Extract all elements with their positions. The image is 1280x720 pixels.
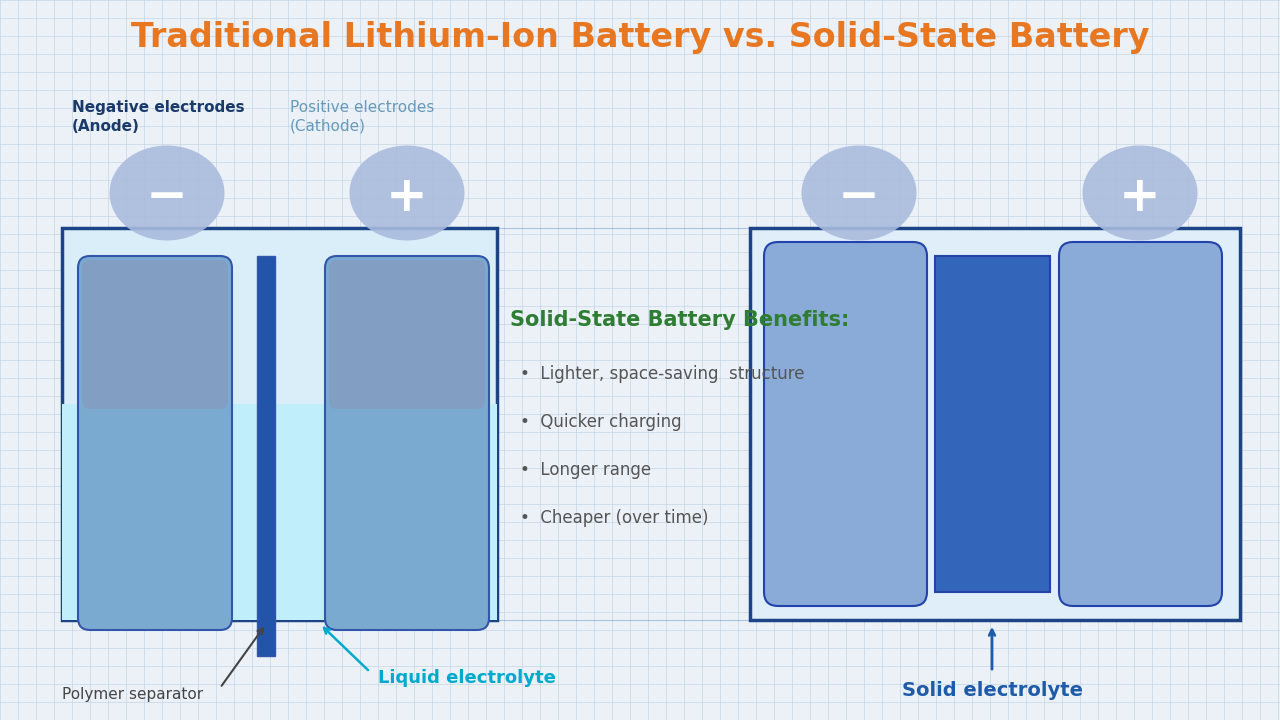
Ellipse shape xyxy=(1083,145,1198,240)
Text: +: + xyxy=(1119,173,1161,221)
FancyBboxPatch shape xyxy=(61,405,497,620)
Text: •  Longer range: • Longer range xyxy=(520,461,652,479)
FancyBboxPatch shape xyxy=(750,228,1240,620)
Text: Traditional Lithium-Ion Battery vs. Solid-State Battery: Traditional Lithium-Ion Battery vs. Soli… xyxy=(131,22,1149,55)
Text: Polymer separator: Polymer separator xyxy=(61,688,204,703)
FancyBboxPatch shape xyxy=(329,260,485,409)
Text: Negative electrodes
(Anode): Negative electrodes (Anode) xyxy=(72,100,244,134)
Text: •  Lighter, space-saving  structure: • Lighter, space-saving structure xyxy=(520,365,805,383)
Ellipse shape xyxy=(349,145,465,240)
FancyBboxPatch shape xyxy=(78,256,232,630)
FancyBboxPatch shape xyxy=(1059,242,1222,606)
Text: Solid electrolyte: Solid electrolyte xyxy=(901,680,1083,700)
Text: −: − xyxy=(838,173,879,221)
FancyBboxPatch shape xyxy=(82,260,228,409)
Text: Liquid electrolyte: Liquid electrolyte xyxy=(378,669,556,687)
FancyBboxPatch shape xyxy=(325,256,489,630)
Text: Positive electrodes
(Cathode): Positive electrodes (Cathode) xyxy=(291,100,434,134)
Text: +: + xyxy=(387,173,428,221)
Text: •  Quicker charging: • Quicker charging xyxy=(520,413,682,431)
Ellipse shape xyxy=(110,145,224,240)
Ellipse shape xyxy=(801,145,916,240)
Text: −: − xyxy=(146,173,188,221)
FancyBboxPatch shape xyxy=(257,256,275,656)
Text: Solid-State Battery Benefits:: Solid-State Battery Benefits: xyxy=(509,310,850,330)
FancyBboxPatch shape xyxy=(764,242,927,606)
FancyBboxPatch shape xyxy=(61,228,497,620)
Text: •  Cheaper (over time): • Cheaper (over time) xyxy=(520,509,709,527)
FancyBboxPatch shape xyxy=(934,256,1050,592)
